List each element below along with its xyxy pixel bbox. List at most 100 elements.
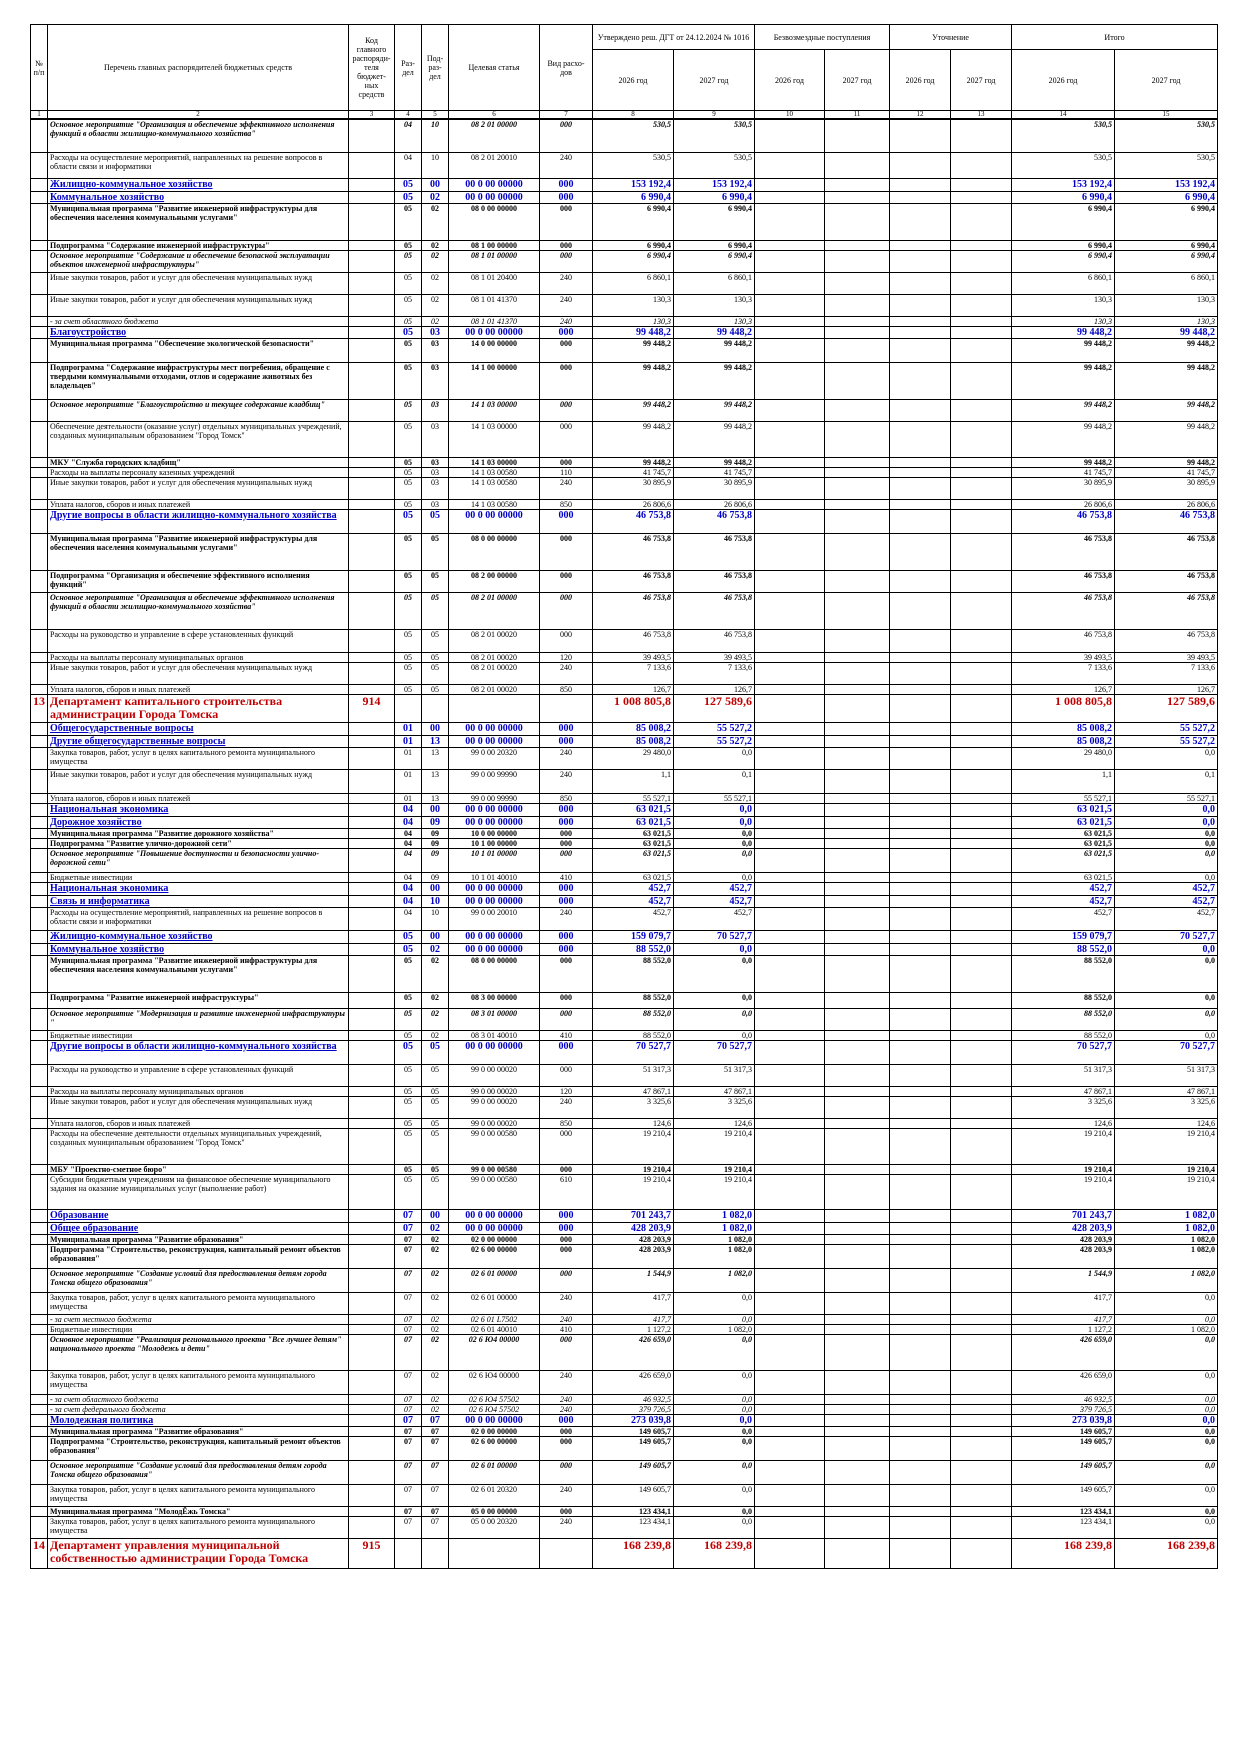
cell-target-article: 08 2 01 00000 xyxy=(448,118,540,153)
cell-num xyxy=(30,734,48,748)
cell-expense-type: 240 xyxy=(539,746,593,770)
cell-total-2026: 99 448,2 xyxy=(1011,325,1116,339)
cell-approved-2026: 99 448,2 xyxy=(592,456,674,468)
cell-expense-type: 000 xyxy=(539,337,593,363)
cell-code xyxy=(348,315,395,327)
cell-clar-2027 xyxy=(950,1323,1013,1335)
table-row: Основное мероприятие "Модернизация и раз… xyxy=(30,1007,1219,1031)
cell-razdel xyxy=(394,693,422,723)
table-row: Муниципальная программа "Развитие образо… xyxy=(30,1425,1219,1437)
cell-name: Коммунальное хозяйство xyxy=(47,942,349,956)
cell-target-article: 08 1 01 00000 xyxy=(448,249,540,273)
cell-approved-2027: 0,0 xyxy=(672,1393,756,1405)
cell-code xyxy=(348,293,395,317)
cell-approved-2026: 99 448,2 xyxy=(592,398,674,422)
cell-total-2026: 153 192,4 xyxy=(1011,177,1116,192)
cell-clar-2026 xyxy=(889,466,952,478)
cell-num xyxy=(30,954,48,993)
cell-code xyxy=(348,1435,395,1461)
cell-clar-2027 xyxy=(950,651,1013,663)
cell-code xyxy=(348,1515,395,1539)
cell-code xyxy=(348,177,395,192)
cell-approved-2027: 126,7 xyxy=(672,683,756,695)
cell-free-2026 xyxy=(754,569,826,593)
cell-podrazdel: 09 xyxy=(421,847,449,873)
cell-free-2026 xyxy=(754,881,826,896)
column-number: 2 xyxy=(47,110,349,120)
cell-clar-2027 xyxy=(950,1537,1013,1569)
cell-razdel: 07 xyxy=(394,1515,422,1539)
cell-code xyxy=(348,456,395,468)
cell-razdel: 05 xyxy=(394,325,422,339)
cell-num xyxy=(30,1233,48,1245)
cell-free-2026 xyxy=(754,1291,826,1315)
cell-target-article: 14 1 03 00580 xyxy=(448,476,540,500)
cell-total-2026: 7 133,6 xyxy=(1011,661,1116,685)
cell-num xyxy=(30,1323,48,1335)
table-row: МКУ "Служба городских кладбищ" 05 03 14 1 0… xyxy=(30,456,1219,468)
cell-total-2026: 46 753,8 xyxy=(1011,508,1116,534)
cell-expense-type: 000 xyxy=(539,508,593,534)
cell-podrazdel: 02 xyxy=(421,202,449,241)
cell-approved-2027: 0,0 xyxy=(672,1403,756,1415)
cell-approved-2027: 46 753,8 xyxy=(672,532,756,571)
cell-razdel: 05 xyxy=(394,1163,422,1175)
cell-num xyxy=(30,721,48,736)
cell-code xyxy=(348,1243,395,1269)
cell-total-2027: 0,0 xyxy=(1114,954,1219,993)
cell-free-2026 xyxy=(754,532,826,571)
cell-code xyxy=(348,871,395,883)
cell-num xyxy=(30,768,48,794)
cell-free-2026 xyxy=(754,1221,826,1235)
cell-total-2027: 55 527,2 xyxy=(1114,721,1219,736)
cell-num xyxy=(30,847,48,873)
cell-name: Подпрограмма "Организация и обеспечение … xyxy=(47,569,349,593)
cell-podrazdel: 07 xyxy=(421,1483,449,1507)
cell-razdel: 04 xyxy=(394,847,422,873)
cell-free-2027 xyxy=(824,792,891,804)
cell-approved-2026: 51 317,3 xyxy=(592,1063,674,1087)
cell-name: МБУ "Проектно-сметное бюро" xyxy=(47,1163,349,1175)
cell-podrazdel: 05 xyxy=(421,661,449,685)
cell-free-2027 xyxy=(824,476,891,500)
cell-free-2026 xyxy=(754,1233,826,1245)
cell-razdel: 05 xyxy=(394,239,422,251)
cell-approved-2027: 46 753,8 xyxy=(672,569,756,593)
cell-approved-2027: 1 082,0 xyxy=(672,1267,756,1293)
cell-clar-2026 xyxy=(889,508,952,534)
cell-clar-2027 xyxy=(950,1243,1013,1269)
cell-free-2026 xyxy=(754,249,826,273)
cell-total-2026: 46 753,8 xyxy=(1011,532,1116,571)
cell-expense-type: 000 xyxy=(539,202,593,241)
cell-total-2026: 19 210,4 xyxy=(1011,1173,1116,1210)
cell-expense-type: 240 xyxy=(539,293,593,317)
table-row: Муниципальная программа "Развитие дорожн… xyxy=(30,827,1219,839)
cell-target-article: 00 0 00 00000 xyxy=(448,508,540,534)
cell-target-article: 08 2 01 00020 xyxy=(448,683,540,695)
cell-clar-2026 xyxy=(889,1039,952,1065)
table-row: Подпрограмма "Строительство, реконструкц… xyxy=(30,1243,1219,1269)
cell-approved-2027: 0,1 xyxy=(672,768,756,794)
cell-clar-2027 xyxy=(950,1483,1013,1507)
cell-approved-2027: 99 448,2 xyxy=(672,337,756,363)
cell-name: Благоустройство xyxy=(47,325,349,339)
cell-free-2026 xyxy=(754,498,826,510)
cell-code xyxy=(348,1039,395,1065)
header-code: Код главного распоряди-теля бюджет-ных с… xyxy=(348,24,395,111)
cell-target-article: 00 0 00 00000 xyxy=(448,1039,540,1065)
cell-clar-2027 xyxy=(950,1403,1013,1415)
cell-total-2027: 452,7 xyxy=(1114,894,1219,908)
cell-num xyxy=(30,1243,48,1269)
cell-podrazdel: 02 xyxy=(421,1369,449,1395)
cell-target-article: 00 0 00 00000 xyxy=(448,1208,540,1223)
cell-clar-2027 xyxy=(950,118,1013,153)
cell-expense-type: 110 xyxy=(539,466,593,478)
cell-free-2026 xyxy=(754,202,826,241)
cell-free-2027 xyxy=(824,337,891,363)
table-row: Иные закупки товаров, работ и услуг для … xyxy=(30,1095,1219,1119)
cell-expense-type: 000 xyxy=(539,954,593,993)
cell-code xyxy=(348,466,395,478)
cell-free-2026 xyxy=(754,734,826,748)
cell-name: Закупка товаров, работ, услуг в целях ка… xyxy=(47,1483,349,1507)
cell-free-2026 xyxy=(754,476,826,500)
